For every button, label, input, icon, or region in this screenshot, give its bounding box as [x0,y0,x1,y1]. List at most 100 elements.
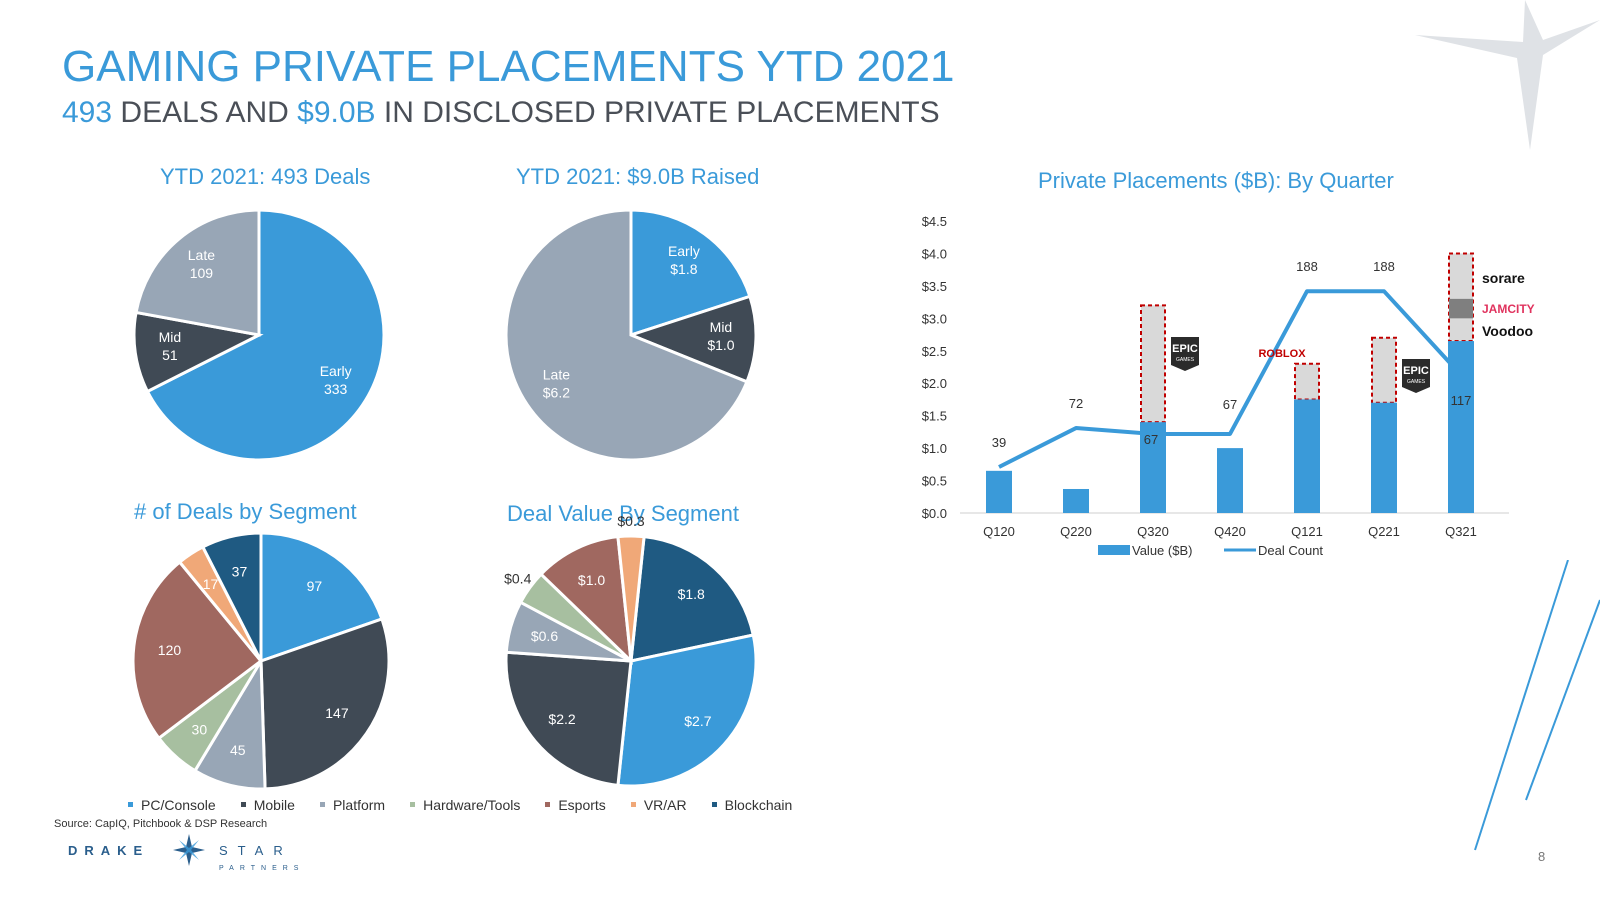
legend-swatch [545,801,551,807]
pie-slice-value-label: $1.8 [670,261,697,277]
page-number: 8 [1538,849,1546,864]
pie-slice-esports [131,560,264,741]
legend-label-count: Deal Count [1258,543,1323,558]
pie-slice-mid [132,310,264,394]
x-tick-label: Q221 [1368,524,1400,539]
source-note: Source: CapIQ, Pitchbook & DSP Research [54,818,268,830]
deal-count-label: 188 [1373,259,1395,274]
pie-slice-value-label: 109 [190,265,214,281]
pie-slice-late [134,208,261,337]
pie-slice-name-label: Late [543,366,570,382]
deal-count-label: 72 [1069,396,1083,411]
pie-slice-value-label: 147 [325,705,349,721]
legend-swatch [410,801,416,807]
svg-text:EPIC: EPIC [1403,365,1429,377]
legend-item: PC/Console [128,797,216,813]
bar-value-q220 [1063,488,1089,513]
pie-slice-early [629,208,752,338]
chart-title-by-quarter: Private Placements ($B): By Quarter [1038,168,1394,193]
chart-title-deals-by-stage: YTD 2021: 493 Deals [160,164,371,189]
deal-count-label: 67 [1223,397,1237,412]
legend-item: Esports [545,797,606,813]
pie-slice-value-label: 51 [162,347,178,363]
jam-city-logo: JAMCITY [1482,302,1535,316]
bar-value-q120 [986,470,1012,513]
y-tick-label: $4.0 [922,246,947,261]
bar-value-q320 [1140,422,1166,513]
bar-value-q221 [1371,402,1397,513]
legend-swatch [240,801,246,807]
x-tick-label: Q420 [1214,524,1246,539]
pie-slice-value-label: $6.2 [543,384,570,400]
logo-text-drake: DRAKE [68,843,149,858]
legend-label: Blockchain [724,797,793,813]
segment-legend: PC/Console Mobile Platform Hardware/Tools Es… [128,797,817,813]
y-tick-label: $0.0 [922,506,947,521]
legend-item: Blockchain [711,797,793,813]
pie-slice-blockchain [629,535,756,663]
legend-item: Platform [319,797,386,813]
legend-swatch [630,801,636,807]
y-tick-label: $1.5 [922,409,947,424]
logo-star-icon [173,834,205,866]
legend-label: PC/Console [141,797,216,813]
roblox-logo: ROBLOX [1258,348,1306,360]
legend-swatch-value [1098,545,1130,555]
pie-slice-name-label: Early [320,363,352,379]
highlight-box [1448,252,1474,343]
pie-slice-value-label: $0.4 [504,571,531,587]
pie-slice-esports [538,535,633,665]
deal-count-line [998,289,1463,469]
x-tick-label: Q321 [1445,524,1477,539]
pie-slice-name-label: Mid [159,329,182,345]
highlight-box [1371,336,1397,404]
legend-label: Hardware/Tools [423,797,521,813]
pie-slice-value-label: 45 [230,742,246,758]
x-tick-label: Q220 [1060,524,1092,539]
legend-item: Hardware/Tools [410,797,520,813]
pie-slice-value-label: 37 [232,563,248,579]
voodoo-logo: Voodoo [1482,323,1533,339]
pie-slice-name-label: Mid [710,319,733,335]
bar-value-q121 [1294,399,1320,513]
y-tick-label: $4.5 [922,214,947,229]
pie-slice-name-label: Early [668,243,700,259]
deal-count-label: 188 [1296,259,1318,274]
bar-line-chart-by-quarter: $0.0 $0.5 $1.0 $1.5 $2.0 $2.5 $3.0 $3.5 $4.0 $4.5… [922,214,1535,558]
pie-slice-value-label: $1.8 [678,586,705,602]
x-tick-label: Q320 [1137,524,1169,539]
pie-slice-value-label: $0.6 [531,628,558,644]
epic-games-logo: EPIC GAMES [1402,359,1430,393]
bar-value-q420 [1217,448,1243,513]
legend-label: Mobile [253,797,295,813]
pie-slice-mobile [504,650,633,787]
svg-text:EPIC: EPIC [1172,343,1198,355]
pie-slice-mid [626,294,758,384]
chart-title-deals-by-segment: # of Deals by Segment [134,499,357,524]
subtitle-text-2: IN DISCLOSED PRIVATE PLACEMENTS [383,96,940,129]
pie-slice-value-label: 30 [192,722,208,738]
legend-swatch [128,801,133,807]
bar-value-q321 [1448,341,1474,513]
deal-count-label: 117 [1451,393,1472,408]
pie-slice-value-label: $1.0 [578,572,605,588]
highlight-box [1140,304,1166,424]
legend-swatch [319,801,325,807]
pie-slice-blockchain [200,531,263,662]
drake-star-logo: DRAKE STAR PARTNERS [68,834,298,872]
sorare-logo: sorare [1482,270,1525,286]
y-tick-label: $3.0 [922,311,947,326]
pie-slice-early [145,208,386,462]
pie-slice-vr-ar [616,534,646,662]
svg-text:GAMES: GAMES [1407,379,1426,385]
y-tick-label: $2.0 [922,376,947,391]
x-tick-label: Q121 [1291,524,1323,539]
page-title: GAMING PRIVATE PLACEMENTS YTD 2021 [62,42,955,91]
pie-slice-mobile [259,617,391,791]
pie-chart-deals-by-stage: Early 333 Mid 51 Late 109 Early $1.8 Mid $1.0 Late… [131,208,758,791]
pie-slice-pc-console [616,633,758,788]
pie-slice-value-label: 120 [158,642,182,658]
y-tick-label: $3.5 [922,279,947,294]
legend-label: VR/AR [643,797,687,813]
legend-label: Platform [332,797,386,813]
